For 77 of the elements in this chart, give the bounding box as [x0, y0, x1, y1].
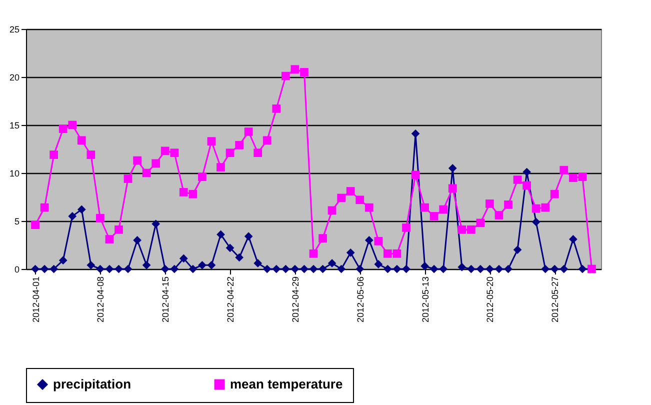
point [411, 129, 420, 138]
point [152, 220, 160, 228]
point [476, 264, 485, 274]
point [96, 264, 104, 274]
x-tick-label: 2012-04-01 [30, 276, 41, 323]
point [578, 264, 587, 274]
point [235, 253, 244, 262]
point [216, 230, 225, 239]
point [262, 264, 272, 274]
point [254, 259, 262, 268]
point [494, 264, 504, 274]
point [114, 264, 123, 274]
y-tick-label: 20 [9, 72, 20, 82]
legend-label: mean temperature [230, 376, 343, 392]
point [486, 264, 494, 274]
point [50, 264, 58, 274]
point [77, 205, 86, 214]
point [207, 260, 216, 270]
point [31, 264, 40, 274]
point [522, 168, 531, 176]
point [346, 248, 355, 257]
point [560, 264, 568, 274]
point [160, 264, 170, 274]
x-tick-label: 2012-04-08 [96, 276, 106, 323]
point [142, 260, 151, 270]
point [318, 264, 327, 274]
point [309, 264, 318, 274]
point [105, 264, 114, 274]
x-tick-label: 2012-04-15 [160, 276, 171, 323]
point [179, 254, 188, 263]
point [392, 264, 402, 274]
point [448, 164, 457, 172]
y-tick-label: 25 [9, 24, 20, 34]
y-tick-label: 0 [14, 264, 20, 274]
point [439, 264, 448, 274]
point [281, 264, 290, 274]
point [374, 260, 383, 268]
point [402, 264, 410, 274]
point [226, 244, 234, 252]
point [541, 264, 550, 274]
point [328, 259, 336, 268]
x-tick-label: 2012-04-22 [226, 276, 236, 323]
point [170, 264, 179, 274]
point [272, 264, 281, 274]
x-tick-label: 2012-05-13 [420, 276, 430, 323]
point [86, 260, 96, 270]
y-tick-label: 5 [14, 216, 20, 226]
point [550, 264, 559, 274]
point [504, 264, 512, 274]
point [458, 262, 466, 272]
x-tick-label: 2012-05-20 [485, 276, 496, 323]
point [244, 232, 253, 241]
point [532, 218, 540, 226]
point [384, 264, 392, 274]
point [364, 236, 374, 244]
point [124, 264, 132, 274]
point [420, 262, 429, 270]
point [568, 235, 578, 244]
x-tick-label: 2012-04-29 [290, 276, 300, 323]
point [40, 264, 49, 274]
point [466, 264, 476, 274]
point [133, 236, 142, 244]
point [198, 260, 206, 270]
legend-label: precipitation [53, 376, 132, 392]
point [300, 264, 308, 274]
y-tick-label: 10 [9, 168, 20, 178]
point [513, 246, 522, 254]
x-tick-label: 2012-05-06 [355, 276, 366, 323]
point [68, 212, 77, 220]
point [430, 264, 438, 274]
point [58, 256, 68, 265]
point [188, 264, 198, 274]
point [356, 264, 364, 274]
x-tick-label: 2012-05-27 [550, 276, 560, 323]
y-tick-label: 15 [9, 120, 20, 130]
point [337, 264, 346, 274]
point [290, 264, 300, 274]
